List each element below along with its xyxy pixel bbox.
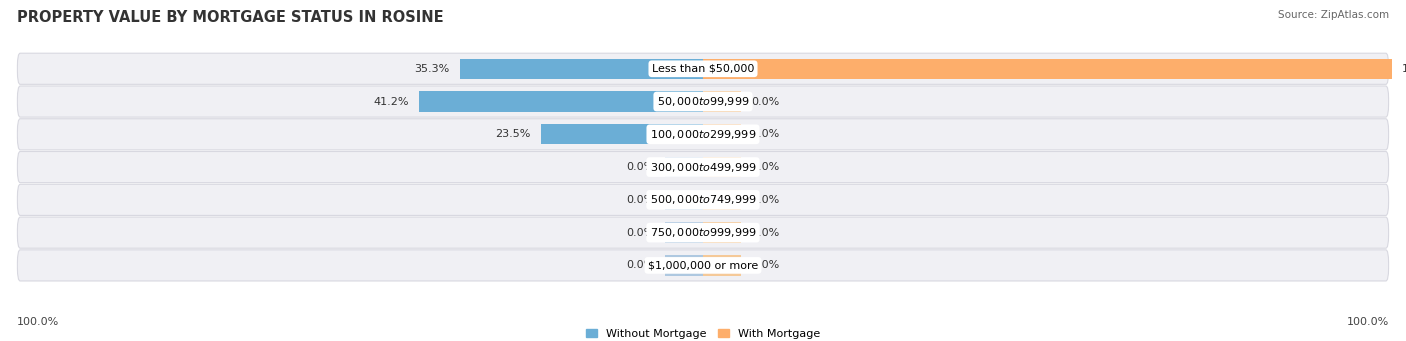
Bar (460, 59, 703, 79)
Legend: Without Mortgage, With Mortgage: Without Mortgage, With Mortgage (582, 324, 824, 341)
Bar (541, 124, 703, 145)
Bar (419, 91, 703, 112)
Text: $750,000 to $999,999: $750,000 to $999,999 (650, 226, 756, 239)
Text: 0.0%: 0.0% (751, 162, 779, 172)
Bar (665, 190, 703, 210)
FancyBboxPatch shape (17, 250, 1389, 281)
Text: 0.0%: 0.0% (751, 195, 779, 205)
Bar (703, 157, 741, 177)
Text: 35.3%: 35.3% (415, 64, 450, 74)
Text: $1,000,000 or more: $1,000,000 or more (648, 261, 758, 270)
Text: 100.0%: 100.0% (1402, 64, 1406, 74)
Text: 23.5%: 23.5% (495, 129, 531, 139)
Bar (665, 157, 703, 177)
Text: 0.0%: 0.0% (751, 228, 779, 238)
Text: Source: ZipAtlas.com: Source: ZipAtlas.com (1278, 10, 1389, 20)
Text: 0.0%: 0.0% (627, 228, 655, 238)
Bar (703, 190, 741, 210)
FancyBboxPatch shape (17, 217, 1389, 248)
Text: $50,000 to $99,999: $50,000 to $99,999 (657, 95, 749, 108)
Text: 0.0%: 0.0% (627, 261, 655, 270)
Bar (703, 91, 741, 112)
Text: 100.0%: 100.0% (1347, 317, 1389, 327)
Text: 0.0%: 0.0% (751, 129, 779, 139)
Bar (665, 255, 703, 276)
Text: Less than $50,000: Less than $50,000 (652, 64, 754, 74)
Text: $300,000 to $499,999: $300,000 to $499,999 (650, 161, 756, 174)
Text: 0.0%: 0.0% (751, 97, 779, 106)
Text: 0.0%: 0.0% (627, 162, 655, 172)
Text: 0.0%: 0.0% (627, 195, 655, 205)
FancyBboxPatch shape (17, 151, 1389, 183)
Bar (703, 255, 741, 276)
Text: $100,000 to $299,999: $100,000 to $299,999 (650, 128, 756, 141)
Bar (665, 222, 703, 243)
FancyBboxPatch shape (17, 53, 1389, 84)
Text: 41.2%: 41.2% (374, 97, 409, 106)
Text: 0.0%: 0.0% (751, 261, 779, 270)
Text: 100.0%: 100.0% (17, 317, 59, 327)
Text: PROPERTY VALUE BY MORTGAGE STATUS IN ROSINE: PROPERTY VALUE BY MORTGAGE STATUS IN ROS… (17, 10, 443, 25)
FancyBboxPatch shape (17, 119, 1389, 150)
Text: $500,000 to $749,999: $500,000 to $749,999 (650, 193, 756, 206)
Bar (703, 59, 1392, 79)
Bar (703, 124, 741, 145)
FancyBboxPatch shape (17, 86, 1389, 117)
Bar (703, 222, 741, 243)
FancyBboxPatch shape (17, 184, 1389, 216)
